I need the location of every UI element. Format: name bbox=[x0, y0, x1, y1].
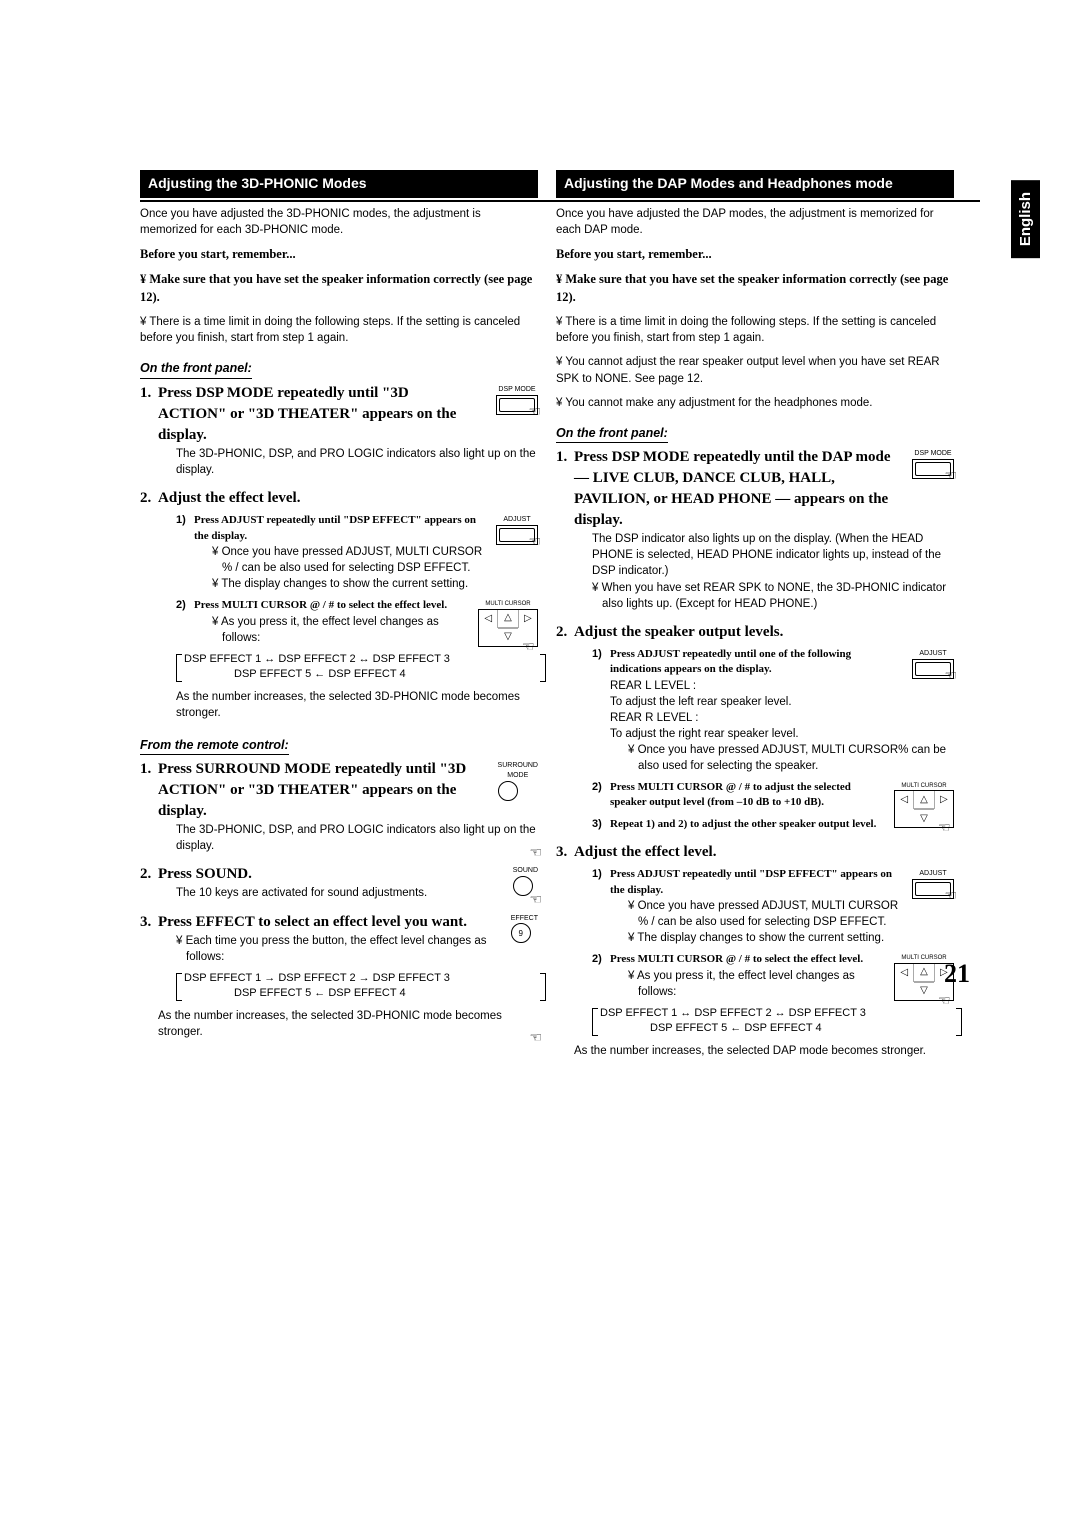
intro-text-right: Once you have adjusted the DAP modes, th… bbox=[556, 206, 954, 238]
note-r1: ¥ There is a time limit in doing the fol… bbox=[556, 314, 954, 346]
dsp-mode-button-diagram: DSP MODE ☜ bbox=[496, 385, 538, 415]
hand-icon: ☜ bbox=[528, 532, 541, 552]
left-column: Adjusting the 3D-PHONIC Modes Once you h… bbox=[140, 170, 538, 1069]
r-step-2-sub-3: 3) Repeat 1) and 2) to adjust the other … bbox=[592, 817, 954, 832]
fp-step-2-sub-2: 2) MULTI CURSOR ◁△▷ ▽ ☜ Press MULTI CURS… bbox=[176, 598, 538, 646]
hand-icon: ☜ bbox=[528, 402, 541, 422]
page-number: 21 bbox=[944, 959, 970, 989]
dsp-effect-flow-1: DSP EFFECT 1 ↔ DSP EFFECT 2 ↔ DSP EFFECT… bbox=[184, 652, 538, 683]
language-tab: English bbox=[1011, 180, 1040, 258]
right-column: Adjusting the DAP Modes and Headphones m… bbox=[556, 170, 954, 1069]
r-step-3-sub-1: 1) ADJUST ☜ Press ADJUST repeatedly unti… bbox=[592, 867, 954, 946]
rc-step-3: 3. EFFECT 9☜ Press EFFECT to select an e… bbox=[140, 912, 538, 1040]
hand-icon: ☜ bbox=[944, 886, 957, 906]
front-panel-heading: On the front panel: bbox=[140, 360, 252, 379]
remote-control-heading: From the remote control: bbox=[140, 737, 289, 756]
r-step-2: 2. Adjust the speaker output levels. 1) … bbox=[556, 622, 954, 833]
top-rule bbox=[140, 200, 980, 202]
fp-step-1: 1. DSP MODE ☜ Press DSP MODE repeatedly … bbox=[140, 383, 538, 478]
adjust-button-diagram-r: ADJUST ☜ bbox=[912, 649, 954, 679]
hand-icon: ☜ bbox=[529, 890, 542, 910]
surround-mode-diagram: SURROUND MODE ☜ bbox=[498, 761, 538, 806]
dsp-effect-flow-2: DSP EFFECT 1 → DSP EFFECT 2 → DSP EFFECT… bbox=[184, 971, 538, 1002]
section-header-dap: Adjusting the DAP Modes and Headphones m… bbox=[556, 170, 954, 198]
fp-step-2: 2. Adjust the effect level. 1) ADJUST ☜ … bbox=[140, 488, 538, 721]
fp-step-2-sub-1: 1) ADJUST ☜ Press ADJUST repeatedly unti… bbox=[176, 513, 538, 592]
r-step-1: 1. DSP MODE ☜ Press DSP MODE repeatedly … bbox=[556, 447, 954, 611]
intro-text: Once you have adjusted the 3D-PHONIC mod… bbox=[140, 206, 538, 238]
multi-cursor-diagram-r1: MULTI CURSOR ◁△▷ ▽ ☜ bbox=[894, 782, 954, 848]
before-bullet-r: ¥ Make sure that you have set the speake… bbox=[556, 271, 954, 306]
hand-icon: ☜ bbox=[529, 1028, 542, 1048]
hand-icon: ☜ bbox=[944, 466, 957, 486]
sound-button-diagram: SOUND ☜ bbox=[513, 866, 538, 901]
r-step-3: 3. Adjust the effect level. 1) ADJUST ☜ … bbox=[556, 842, 954, 1059]
before-start-heading: Before you start, remember... bbox=[140, 246, 538, 264]
r-step-2-sub-1: 1) ADJUST ☜ Press ADJUST repeatedly unti… bbox=[592, 647, 954, 774]
note-r2: ¥ You cannot adjust the rear speaker out… bbox=[556, 354, 954, 386]
dsp-mode-button-diagram-r: DSP MODE ☜ bbox=[912, 449, 954, 479]
front-panel-heading-r: On the front panel: bbox=[556, 425, 668, 444]
before-start-heading-r: Before you start, remember... bbox=[556, 246, 954, 264]
hand-icon: ☜ bbox=[944, 666, 957, 686]
adjust-button-diagram-r2: ADJUST ☜ bbox=[912, 869, 954, 899]
rc-step-2: 2. SOUND ☜ Press SOUND. The 10 keys are … bbox=[140, 864, 538, 901]
rc-step-1: 1. SURROUND MODE ☜ Press SURROUND MODE r… bbox=[140, 759, 538, 854]
time-limit-note: ¥ There is a time limit in doing the fol… bbox=[140, 314, 538, 346]
hand-icon: ☜ bbox=[529, 843, 542, 863]
dsp-effect-flow-r: DSP EFFECT 1 ↔ DSP EFFECT 2 ↔ DSP EFFECT… bbox=[600, 1006, 954, 1037]
adjust-button-diagram: ADJUST ☜ bbox=[496, 515, 538, 545]
section-header-3dphonic: Adjusting the 3D-PHONIC Modes bbox=[140, 170, 538, 198]
before-bullet: ¥ Make sure that you have set the speake… bbox=[140, 271, 538, 306]
note-r3: ¥ You cannot make any adjustment for the… bbox=[556, 395, 954, 411]
r-step-2-sub-2: 2) MULTI CURSOR ◁△▷ ▽ ☜ Press MULTI CURS… bbox=[592, 780, 954, 811]
r-step-3-sub-2: 2) MULTI CURSOR ◁△▷ ▽ ☜ Press MULTI CURS… bbox=[592, 952, 954, 1000]
effect-button-diagram: EFFECT 9☜ bbox=[511, 914, 538, 944]
